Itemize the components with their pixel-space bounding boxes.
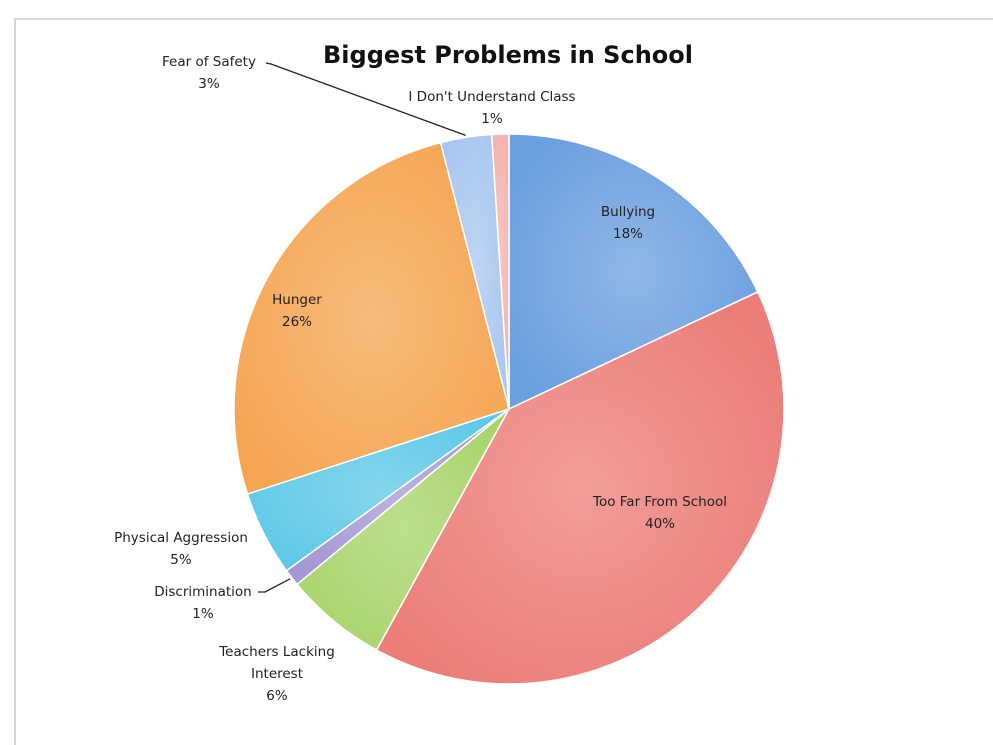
leader-lines [258,62,466,593]
slice-label-discrimination: Discrimination 1% [154,584,252,622]
slice-label-fear-of-safety: Fear of Safety 3% [162,54,256,92]
slice-labels: Bullying 18% Too Far From School 40% Teacher… [114,54,727,704]
slice-label-physical-aggression: Physical Aggression 5% [114,530,248,568]
leader-line-discrimination [258,578,291,593]
slice-label-i-don-t-understand-class: I Don't Understand Class 1% [408,89,575,127]
leader-line-fear-of-safety [265,62,466,137]
slice-label-too-far-from-school: Too Far From School 40% [592,494,727,532]
slice-label-teachers-lacking-interest: Teachers Lacking Interest 6% [218,644,335,704]
slice-label-hunger: Hunger 26% [272,292,322,330]
slice-label-bullying: Bullying 18% [601,204,655,242]
chart-title: Biggest Problems in School [323,41,693,69]
pie-slices [233,133,785,685]
